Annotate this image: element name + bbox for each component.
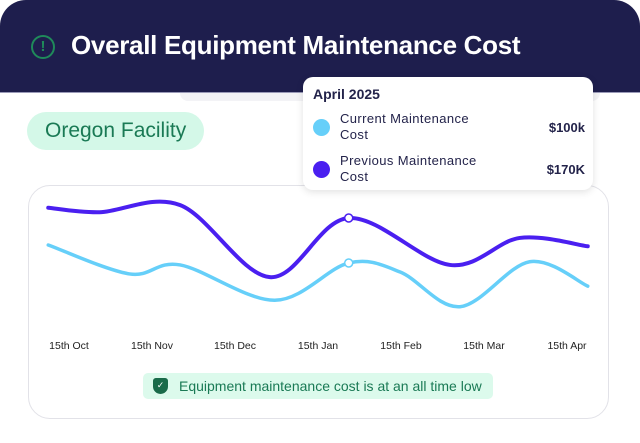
tooltip-title: April 2025 [313,86,380,102]
chart-tooltip: April 2025 Current Maintenance Cost $100… [303,77,593,190]
x-tick-label: 15th Mar [463,340,505,352]
tooltip-value: $100k [548,120,585,135]
tooltip-label: Current Maintenance Cost [340,111,469,142]
shield-check-icon: ✓ [153,378,168,394]
series-line-previous [46,199,590,280]
series-line-current [46,243,590,309]
x-tick-label: 15th Feb [380,340,422,352]
x-tick-label: 15th Oct [49,340,89,352]
facility-badge[interactable]: Oregon Facility [27,112,205,150]
legend-dot-previous [313,161,330,178]
page-title: Overall Equipment Maintenance Cost [71,30,521,60]
tooltip-label: Previous Maintenance Cost [340,153,477,184]
x-tick-label: 15th Nov [130,340,174,352]
tooltip-value: $170K [546,162,585,177]
x-tick-label: 15th Apr [547,340,587,352]
tooltip-row-previous: Previous Maintenance Cost $170K [313,153,585,187]
highlight-point[interactable] [343,213,354,223]
highlight-point[interactable] [343,258,354,268]
tooltip-row-current: Current Maintenance Cost $100k [313,111,585,145]
status-message: Equipment maintenance cost is at an all … [179,378,482,394]
legend-dot-current [313,119,330,136]
alert-circle-icon: ! [31,35,55,59]
x-tick-label: 15th Jan [297,340,339,352]
x-tick-label: 15th Dec [213,340,257,352]
status-badge: ✓ Equipment maintenance cost is at an al… [143,373,493,399]
